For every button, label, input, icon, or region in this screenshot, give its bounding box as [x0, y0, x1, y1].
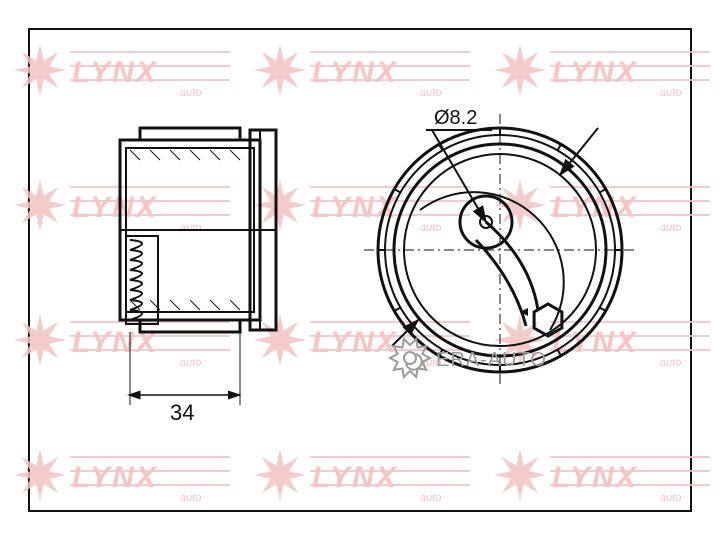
era-auto-logo: ERA-AUTO: [390, 339, 547, 377]
dimension-width: 34: [130, 332, 240, 425]
technical-drawing: Ø8.2 ERA-AUTO 34: [0, 0, 720, 540]
front-view: Ø8.2: [364, 107, 636, 386]
side-view: [120, 128, 276, 332]
svg-text:ERA-AUTO: ERA-AUTO: [436, 349, 547, 371]
svg-text:Ø8.2: Ø8.2: [434, 107, 477, 129]
diagram-canvas: LYNXautoLYNXautoLYNXautoLYNXautoLYNXauto…: [0, 0, 720, 540]
svg-text:34: 34: [170, 400, 194, 425]
